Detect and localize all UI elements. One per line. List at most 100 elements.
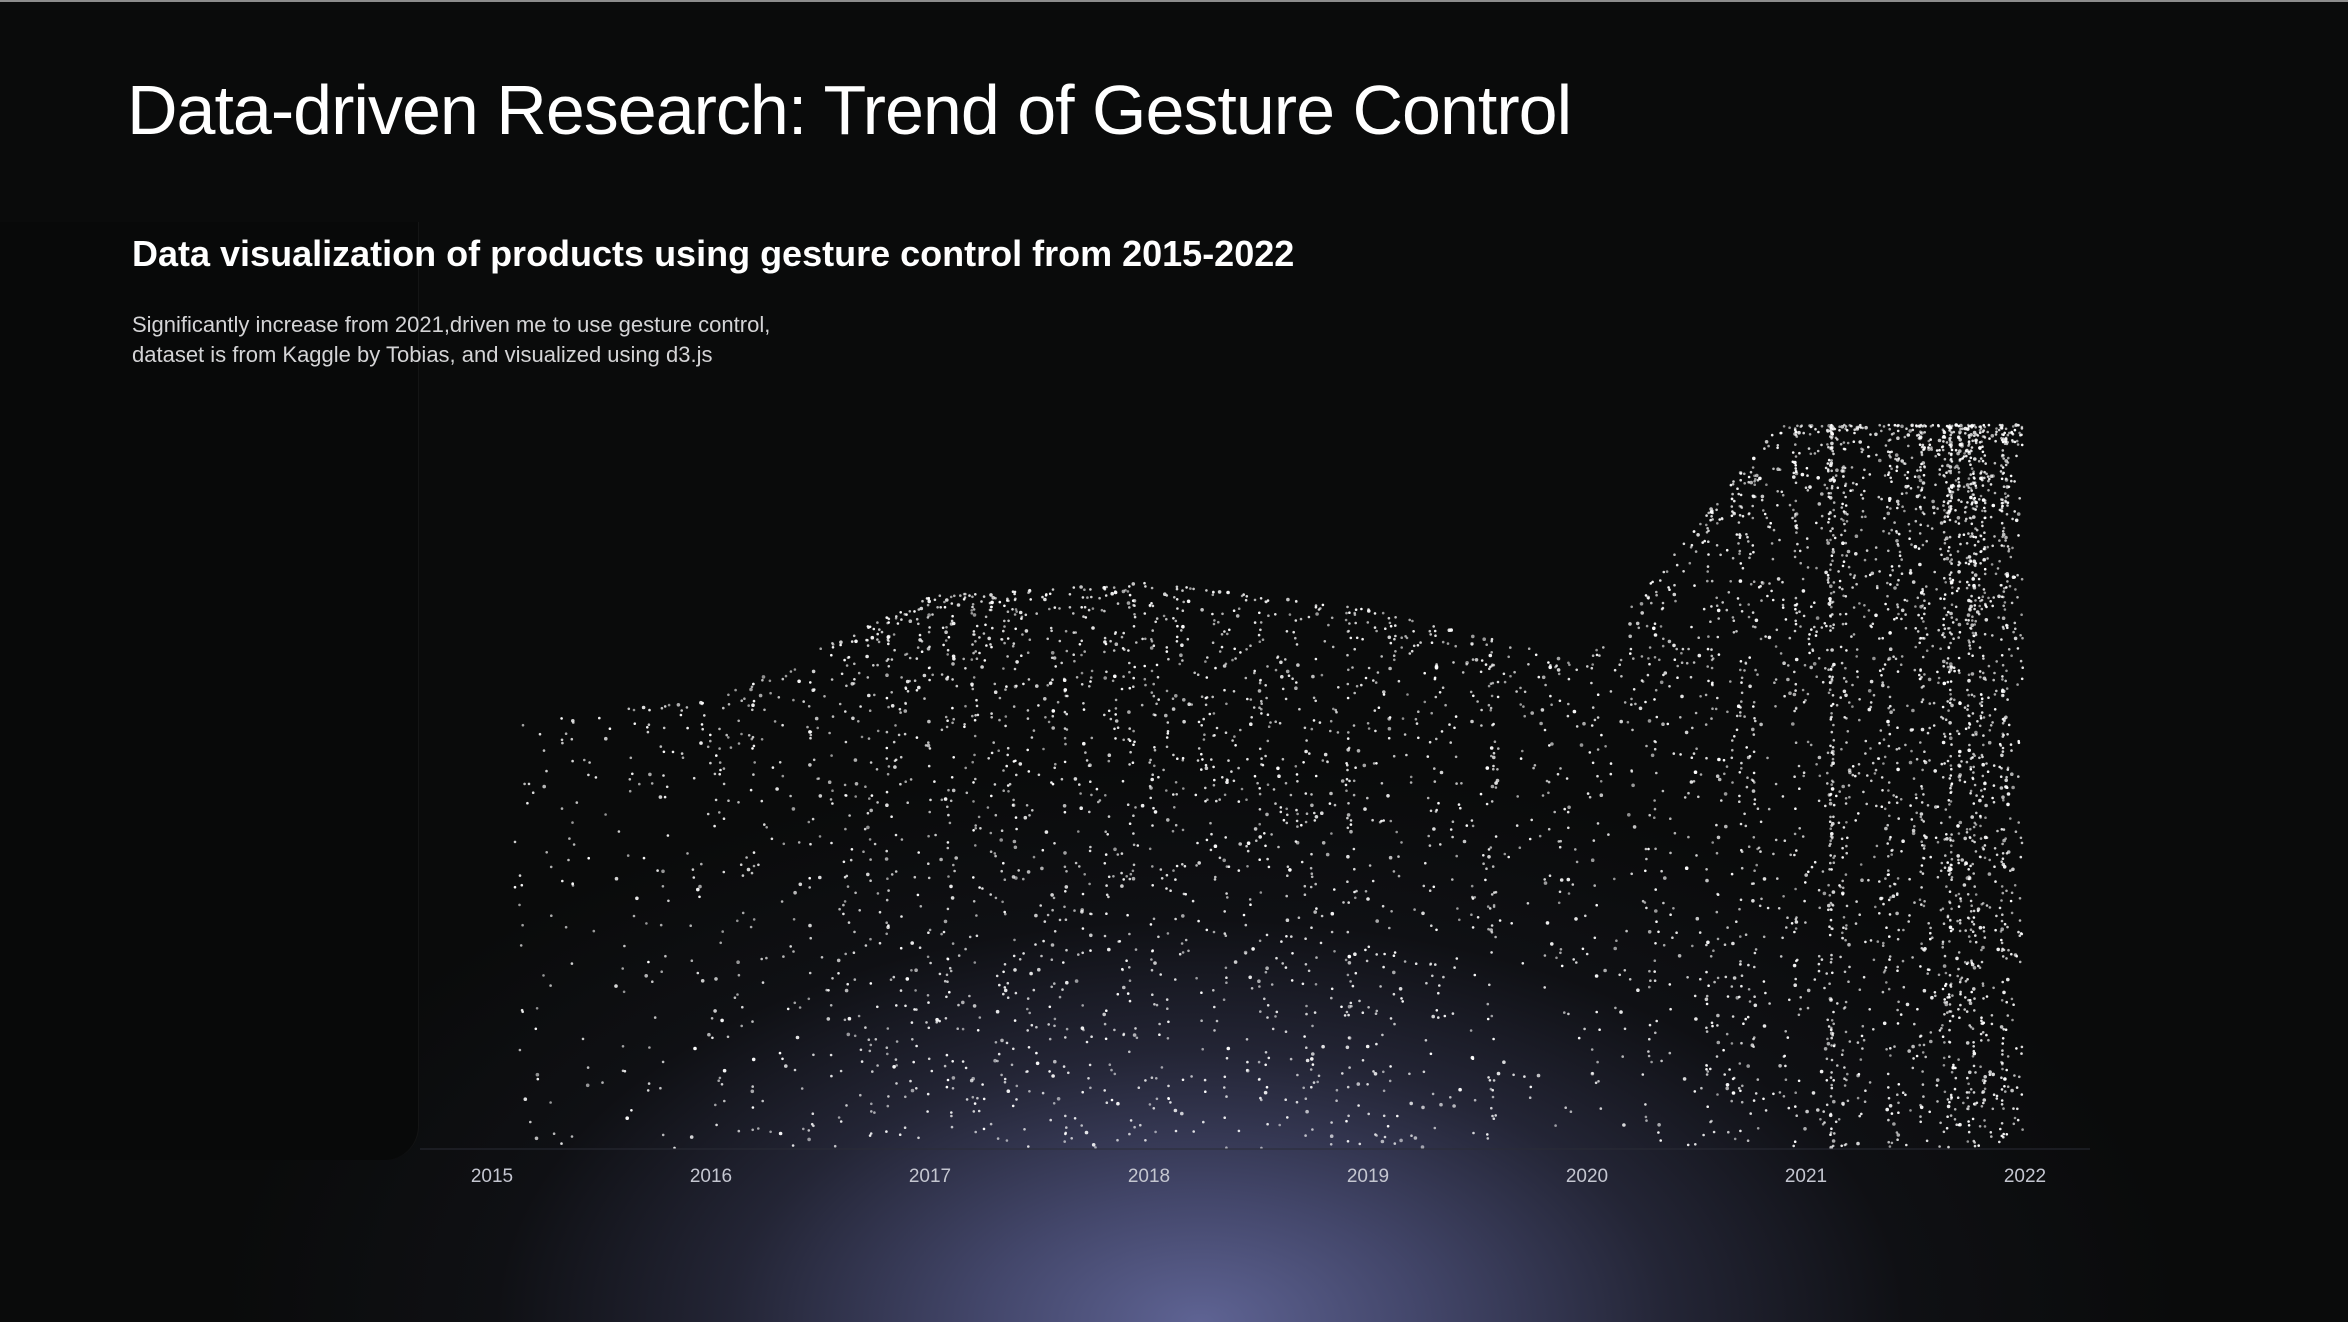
data-point [1665,570,1669,573]
data-point [1949,471,1952,475]
data-point [1787,1106,1791,1110]
data-point [1382,690,1386,694]
data-point [777,696,781,699]
data-point [1705,523,1708,527]
data-point [1826,771,1829,775]
data-point [1972,634,1975,637]
data-point [1758,476,1762,481]
data-point [1492,755,1496,760]
data-point [1938,468,1942,471]
data-point [1860,493,1863,497]
data-point [1906,476,1909,480]
data-point [1344,958,1348,962]
data-point [1509,646,1512,649]
data-point [830,841,833,845]
data-point [994,896,998,900]
data-point [1002,970,1005,974]
data-point [1972,470,1975,474]
data-point [1149,796,1152,800]
data-point [949,595,953,599]
data-point [2007,549,2010,553]
data-point [809,842,812,846]
data-point [1793,853,1796,857]
data-point [1914,627,1917,630]
data-point [1131,869,1135,873]
data-point [1738,536,1742,539]
data-point [1889,476,1892,480]
data-point [989,643,992,646]
data-point [1873,855,1876,859]
data-point [1711,841,1714,844]
data-point [974,827,977,830]
data-point [1986,545,1989,549]
data-point [963,596,967,599]
data-point [829,1053,833,1057]
data-point [1264,754,1267,758]
data-point [1082,708,1086,711]
data-point [1977,584,1981,587]
data-point [844,740,848,744]
data-point [1752,733,1756,736]
data-point [1253,621,1257,624]
data-point [2002,457,2005,460]
data-point [845,1104,848,1107]
chart-subtitle: Data visualization of products using ges… [132,233,1295,274]
data-point [1947,546,1951,549]
data-point [587,856,590,860]
data-point [1653,970,1656,973]
data-point [1212,734,1215,737]
data-point [1918,1035,1922,1038]
data-point [838,702,842,706]
data-point [1255,839,1258,842]
data-point [1015,773,1018,777]
data-point [1798,451,1801,455]
data-point [1979,816,1982,819]
data-point [1409,781,1413,784]
data-point [962,592,966,596]
data-point [1186,637,1190,641]
data-point [1999,1127,2002,1131]
data-point [904,686,907,689]
data-point [978,651,981,655]
data-point [1843,1066,1846,1069]
data-point [1905,427,1908,431]
data-point [1116,992,1120,996]
data-point [1934,454,1937,458]
data-point [998,718,1001,722]
data-point [1965,517,1968,521]
data-point [1740,506,1744,510]
data-point [1006,610,1010,613]
data-point [1566,877,1571,882]
data-point [1281,687,1285,691]
data-point [1400,841,1403,844]
data-point [1938,473,1941,476]
data-point [1798,610,1801,613]
data-point [847,1016,852,1021]
data-point [1087,1077,1090,1080]
data-point [1830,712,1833,715]
data-point [970,609,973,612]
data-point [1834,1120,1838,1124]
data-point [1980,1039,1983,1042]
data-point [1967,1107,1970,1111]
data-point [1919,870,1922,874]
data-point [1676,676,1679,679]
data-point [661,869,665,874]
data-point [1743,669,1746,672]
data-point [1931,644,1934,648]
data-point [650,782,654,785]
dots-group [513,423,2024,1150]
data-point [740,732,743,736]
data-point [1840,1144,1843,1148]
data-point [1225,981,1228,984]
data-point [1279,810,1283,814]
data-point [2000,885,2004,888]
data-point [1503,852,1507,856]
data-point [1835,468,1839,473]
data-point [1710,654,1714,658]
data-point [1346,816,1349,820]
data-point [1662,570,1666,574]
data-point [1928,1110,1931,1114]
data-point [1816,476,1820,480]
data-point [1905,599,1909,603]
